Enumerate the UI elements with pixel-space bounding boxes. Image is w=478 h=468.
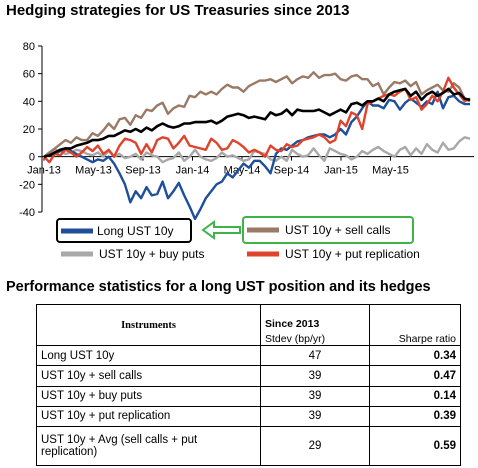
legend-label-sell-calls: UST 10y + sell calls (285, 223, 391, 237)
y-tick-label: 20 (23, 124, 35, 136)
x-tick-label: Sep-14 (274, 165, 309, 177)
table-row: UST 10y + sell calls 39 0.47 (36, 365, 461, 387)
series-line-1 (43, 71, 471, 158)
x-tick-label: Jan-15 (324, 165, 358, 177)
chart-series (43, 71, 471, 221)
row-name: UST 10y + Avg (sell calls + put replicat… (36, 426, 261, 466)
performance-table: Instruments Since 2013 Stdev (bp/yr) Sha… (36, 304, 461, 466)
row-name: UST 10y + buy puts (36, 385, 261, 407)
stdev-header-label: Stdev (bp/yr) (265, 333, 326, 345)
row-stdev: 39 (260, 405, 370, 428)
row-stdev: 29 (260, 426, 370, 466)
table-row: Long UST 10y 47 0.34 (36, 344, 461, 367)
sharpe-header: Sharpe ratio (369, 304, 461, 346)
y-tick-label: 80 (23, 41, 35, 53)
row-name: Long UST 10y (36, 344, 261, 367)
legend-box-long-ust (56, 218, 192, 243)
row-sharpe: 0.34 (369, 344, 461, 367)
y-tick-label: 0 (29, 152, 35, 164)
legend-label-put-replication: UST 10y + put replication (285, 247, 420, 261)
table-row: UST 10y + put replication 39 0.39 (36, 405, 461, 428)
row-stdev: 47 (260, 344, 370, 367)
series-line-0 (43, 90, 470, 221)
x-tick-label: Jan-14 (176, 165, 210, 177)
since-2013-header: Since 2013 (265, 318, 320, 330)
row-stdev: 39 (260, 385, 370, 407)
legend-label-long-ust: Long UST 10y (97, 224, 174, 238)
x-tick-label: May-13 (75, 165, 112, 177)
x-tick-label: May-14 (224, 165, 261, 177)
table-row: UST 10y + buy puts 39 0.14 (36, 385, 461, 407)
y-tick-label: 60 (23, 69, 35, 81)
line-chart: -40 -20 0 20 40 60 80 Jan-13 May-13 Sep-13 Jan-14 M… (19, 41, 474, 261)
row-name: UST 10y + sell calls (36, 365, 261, 387)
table-title: Performance statistics for a long UST po… (6, 279, 431, 295)
stdev-header: Since 2013 Stdev (bp/yr) (260, 304, 370, 346)
chart-legend: Long UST 10y UST 10y + sell calls UST 10y … (56, 216, 420, 261)
chart-axes: -40 -20 0 20 40 60 80 Jan-13 May-13 Sep-13 Jan-14 M… (19, 41, 474, 219)
instruments-header: Instruments (36, 304, 261, 346)
series-line-4 (43, 87, 471, 158)
x-tick-label: May-15 (372, 165, 409, 177)
row-stdev: 39 (260, 365, 370, 387)
y-tick-label: -40 (19, 207, 35, 219)
y-tick-label: 40 (23, 96, 35, 108)
x-tick-label: Sep-13 (125, 165, 160, 177)
row-sharpe: 0.59 (369, 426, 461, 466)
row-sharpe: 0.39 (369, 405, 461, 428)
table-header-row: Instruments Since 2013 Stdev (bp/yr) Sha… (36, 304, 461, 346)
table-row: UST 10y + Avg (sell calls + put replicat… (36, 426, 461, 466)
row-name: UST 10y + put replication (36, 405, 261, 428)
legend-box-sell-calls (242, 216, 414, 244)
chart-title: Hedging strategies for US Treasuries sin… (6, 2, 350, 19)
row-sharpe: 0.14 (369, 385, 461, 407)
legend-label-buy-puts: UST 10y + buy puts (99, 247, 205, 261)
annotation-arrow (201, 220, 241, 240)
row-sharpe: 0.47 (369, 365, 461, 387)
series-line-3 (43, 76, 471, 164)
y-tick-label: -20 (19, 179, 35, 191)
x-tick-label: Jan-13 (27, 165, 61, 177)
